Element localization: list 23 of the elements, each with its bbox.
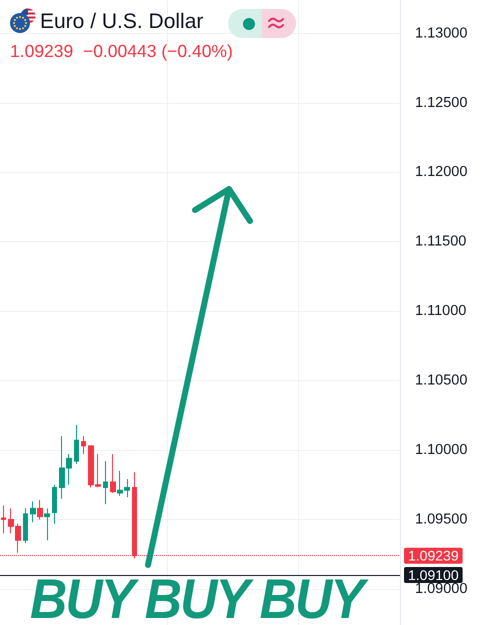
candlestick	[30, 500, 36, 523]
candlestick	[44, 508, 50, 541]
y-tick-label: 1.11500	[415, 234, 466, 250]
candlestick	[74, 424, 79, 464]
y-tick-label: 1.12000	[415, 164, 468, 180]
text: Euro / U.S. Dollar	[40, 9, 204, 35]
y-tick-label: 1.10000	[415, 442, 468, 458]
candlestick	[103, 460, 108, 505]
text: 1.09239 −0.00443 (−0.40%)	[10, 41, 233, 62]
candlestick	[52, 484, 57, 524]
candlestick	[110, 454, 116, 494]
candlestick	[1, 505, 6, 534]
y-tick-label: 1.09500	[415, 511, 468, 528]
y-tick-label: 1.11000	[415, 303, 466, 320]
ref-line-label: 1.09100	[408, 567, 459, 583]
ref-line-label: 1.09239	[408, 548, 459, 564]
candlestick	[37, 500, 43, 520]
y-tick-label: 1.10500	[415, 372, 468, 389]
candlestick	[81, 436, 86, 455]
y-tick-label: 1.09000	[415, 580, 468, 597]
y-tick-label: 1.12500	[415, 94, 468, 111]
candlestick	[23, 508, 28, 544]
y-tick-label: 1.13000	[415, 25, 468, 42]
